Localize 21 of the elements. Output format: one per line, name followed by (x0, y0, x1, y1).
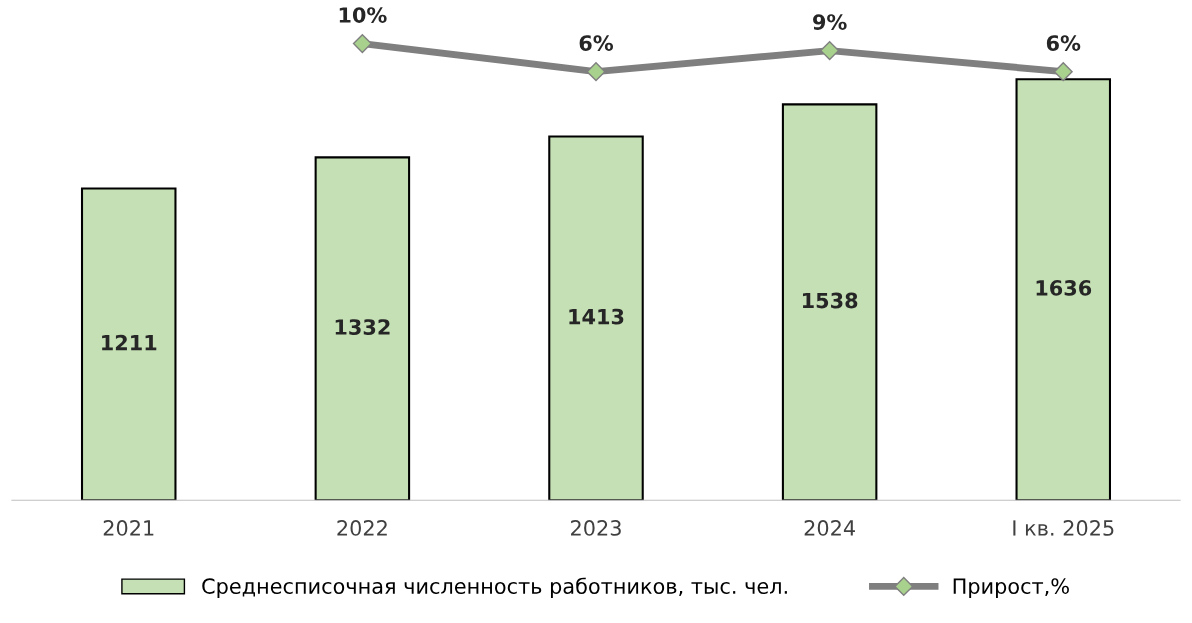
data-label: 1332 (335, 319, 390, 335)
bar (314, 156, 411, 501)
bar (1015, 78, 1112, 501)
legend-label: Прирост,% (953, 578, 1069, 599)
data-label: 6% (1046, 35, 1081, 51)
x-tick-label: 2024 (804, 520, 855, 536)
bar (781, 103, 878, 501)
x-tick-label: 2023 (571, 520, 621, 536)
x-tick-label: I кв. 2025 (1013, 520, 1114, 536)
data-label: 1413 (569, 308, 624, 325)
legend-label: Среднесписочная численность работников, тыс. чел. (202, 577, 787, 599)
data-label: 1636 (1036, 280, 1092, 296)
bar (80, 187, 177, 501)
data-label: 10% (339, 7, 387, 23)
data-label: 1211 (102, 334, 157, 351)
x-tick-label: 2021 (103, 520, 154, 536)
bar (548, 135, 644, 501)
data-label: 6% (579, 35, 614, 51)
data-label: 1538 (802, 292, 858, 309)
x-tick-label: 2022 (337, 520, 387, 536)
data-label: 9% (813, 14, 847, 30)
